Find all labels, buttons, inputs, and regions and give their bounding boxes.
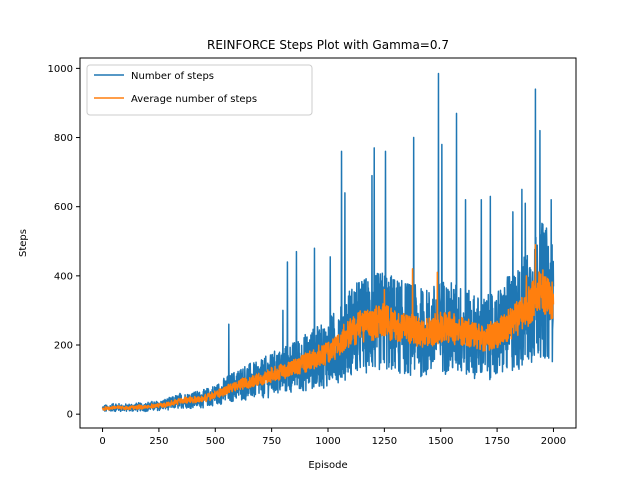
x-tick-label: 1000 — [315, 436, 340, 447]
x-tick-label: 0 — [99, 436, 105, 447]
series-line-average-number-of-steps — [101, 243, 555, 411]
y-tick-label: 200 — [54, 341, 73, 352]
x-tick-label: 750 — [262, 436, 281, 447]
y-tick-label: 1000 — [48, 64, 73, 75]
y-tick-label: 0 — [67, 410, 73, 421]
legend-box — [86, 64, 313, 116]
x-tick-label: 2000 — [541, 436, 566, 447]
y-tick-label: 400 — [54, 271, 73, 282]
chart-title: REINFORCE Steps Plot with Gamma=0.7 — [207, 38, 449, 52]
x-tick-label: 1500 — [428, 436, 453, 447]
y-axis-label: Steps — [18, 229, 29, 257]
legend-label-number-of-steps: Number of steps — [131, 71, 214, 82]
y-axis: 0 200 400 600 800 1000 — [48, 64, 80, 421]
x-tick-label: 250 — [149, 436, 168, 447]
x-axis-label: Episode — [308, 460, 347, 471]
x-tick-label: 1250 — [372, 436, 397, 447]
legend-label-average-number-of-steps: Average number of steps — [131, 94, 257, 105]
x-tick-label: 1750 — [484, 436, 509, 447]
legend: Number of steps Average number of steps — [86, 64, 313, 116]
y-tick-label: 600 — [54, 202, 73, 213]
x-tick-label: 500 — [206, 436, 225, 447]
x-axis: 0 250 500 750 1000 1250 1500 1750 2000 — [99, 428, 566, 447]
y-tick-label: 800 — [54, 133, 73, 144]
plot-lines — [101, 72, 555, 413]
